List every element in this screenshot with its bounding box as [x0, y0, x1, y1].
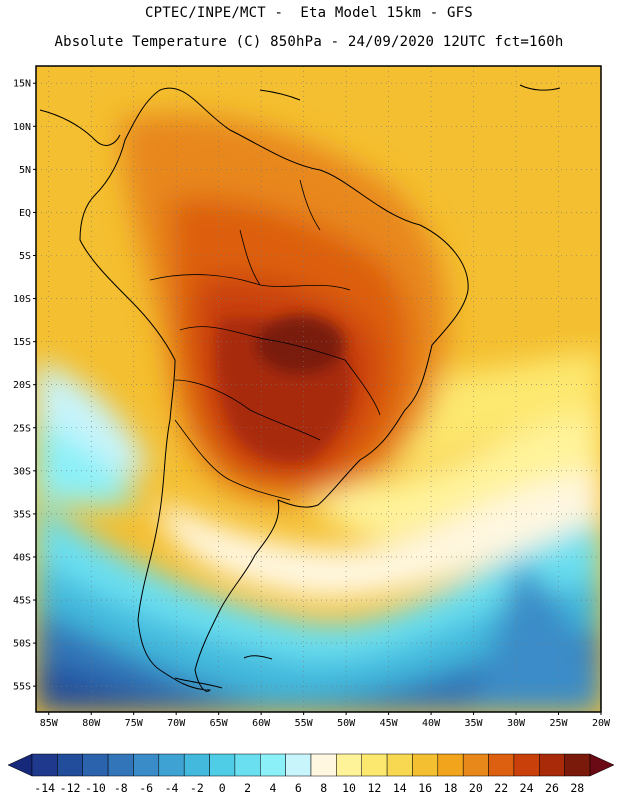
longitude-label: 85W — [40, 718, 59, 729]
latitude-labels: 15N 10N 5N EQ 5S 10S 15S 20S 25S 30S 35S 40S 45S 50S 5… — [13, 79, 36, 693]
country-borders — [149, 179, 381, 501]
colorbar-swatch — [539, 753, 565, 777]
latitude-label: 55S — [13, 682, 31, 693]
latitude-label: 20S — [13, 380, 31, 391]
colorbar-swatch — [57, 753, 83, 777]
colorbar-label: 22 — [494, 781, 508, 795]
longitude-label: 35W — [465, 718, 484, 729]
colorbar-swatch — [488, 753, 515, 777]
longitude-label: 50W — [337, 718, 356, 729]
colorbar-swatch — [285, 753, 312, 777]
colorbar-swatch — [513, 753, 540, 777]
latitude-label: 15N — [13, 79, 31, 90]
latitude-label: EQ — [19, 208, 31, 219]
latitude-label: 5S — [19, 251, 31, 262]
colorbar-swatch — [412, 753, 439, 777]
latitude-label: 50S — [13, 639, 31, 650]
colorbar-label: -4 — [165, 781, 179, 795]
map-frame — [35, 65, 602, 713]
colorbar-swatch — [437, 753, 464, 777]
colorbar-label: 12 — [367, 781, 381, 795]
map-title-line1: CPTEC/INPE/MCT - Eta Model 15km - GFS — [145, 5, 473, 21]
coastline — [39, 84, 561, 692]
colorbar-swatch — [361, 753, 388, 777]
colorbar-swatch — [260, 753, 286, 777]
colorbar-label: -8 — [114, 781, 128, 795]
colorbar-label: 24 — [520, 781, 534, 795]
colorbar-label: -2 — [190, 781, 204, 795]
longitude-label: 80W — [82, 718, 101, 729]
graticule — [36, 66, 601, 712]
colorbar-label: 16 — [418, 781, 432, 795]
longitude-label: 60W — [252, 718, 271, 729]
colorbar-swatch — [336, 753, 362, 777]
colorbar-labels: -14 -12 -10 -8 -6 -4 -2 0 2 4 6 8 10 12 14 16 18 20 22 24 26… — [34, 781, 584, 795]
latitude-label: 5N — [19, 165, 31, 176]
latitude-label: 15S — [13, 337, 31, 348]
colorbar-swatch — [564, 753, 591, 777]
latitude-label: 25S — [13, 423, 31, 434]
colorbar-swatch — [462, 753, 489, 777]
colorbar-label: 28 — [570, 781, 584, 795]
colorbar-label: 6 — [295, 781, 302, 795]
colorbar-swatch — [386, 753, 413, 777]
colorbar-swatch — [82, 753, 109, 777]
temperature-field — [36, 66, 601, 712]
longitude-label: 25W — [549, 718, 568, 729]
colorbar-label: 4 — [269, 781, 276, 795]
colorbar-label: 0 — [219, 781, 226, 795]
longitude-label: 45W — [380, 718, 399, 729]
colorbar-label: 26 — [545, 781, 559, 795]
colorbar — [7, 753, 615, 777]
colorbar-swatch — [183, 753, 210, 777]
longitude-label: 20W — [592, 718, 611, 729]
longitude-label: 55W — [295, 718, 314, 729]
colorbar-label: -10 — [85, 781, 106, 795]
latitude-label: 10S — [13, 294, 31, 305]
longitude-label: 40W — [422, 718, 441, 729]
colorbar-swatch — [31, 753, 58, 777]
colorbar-label: -6 — [139, 781, 153, 795]
colorbar-label: -14 — [34, 781, 55, 795]
map-title-line2: Absolute Temperature (C) 850hPa - 24/09/… — [54, 34, 564, 50]
latitude-label: 30S — [13, 466, 31, 477]
colorbar-swatch — [158, 753, 185, 777]
colorbar-label: 14 — [393, 781, 407, 795]
latitude-label: 10N — [13, 122, 31, 133]
latitude-label: 35S — [13, 509, 31, 520]
colorbar-label: 8 — [320, 781, 327, 795]
colorbar-label: 18 — [444, 781, 458, 795]
longitude-label: 70W — [167, 718, 186, 729]
colorbar-label: -12 — [60, 781, 81, 795]
colorbar-swatch — [234, 753, 261, 777]
longitude-label: 75W — [125, 718, 144, 729]
colorbar-swatch — [133, 753, 160, 777]
latitude-label: 45S — [13, 596, 31, 607]
colorbar-overflow-arrow — [589, 753, 615, 777]
colorbar-swatch — [209, 753, 236, 777]
latitude-label: 40S — [13, 552, 31, 563]
longitude-labels: 85W 80W 75W 70W 65W 60W 55W 50W 45W 40W 35W 30W 25W 2… — [40, 712, 611, 729]
colorbar-label: 2 — [244, 781, 251, 795]
colorbar-swatch — [107, 753, 134, 777]
colorbar-underflow-arrow — [7, 753, 33, 777]
longitude-label: 65W — [210, 718, 229, 729]
colorbar-label: 10 — [342, 781, 356, 795]
colorbar-label: 20 — [469, 781, 483, 795]
colorbar-swatch — [310, 753, 337, 777]
longitude-label: 30W — [507, 718, 526, 729]
